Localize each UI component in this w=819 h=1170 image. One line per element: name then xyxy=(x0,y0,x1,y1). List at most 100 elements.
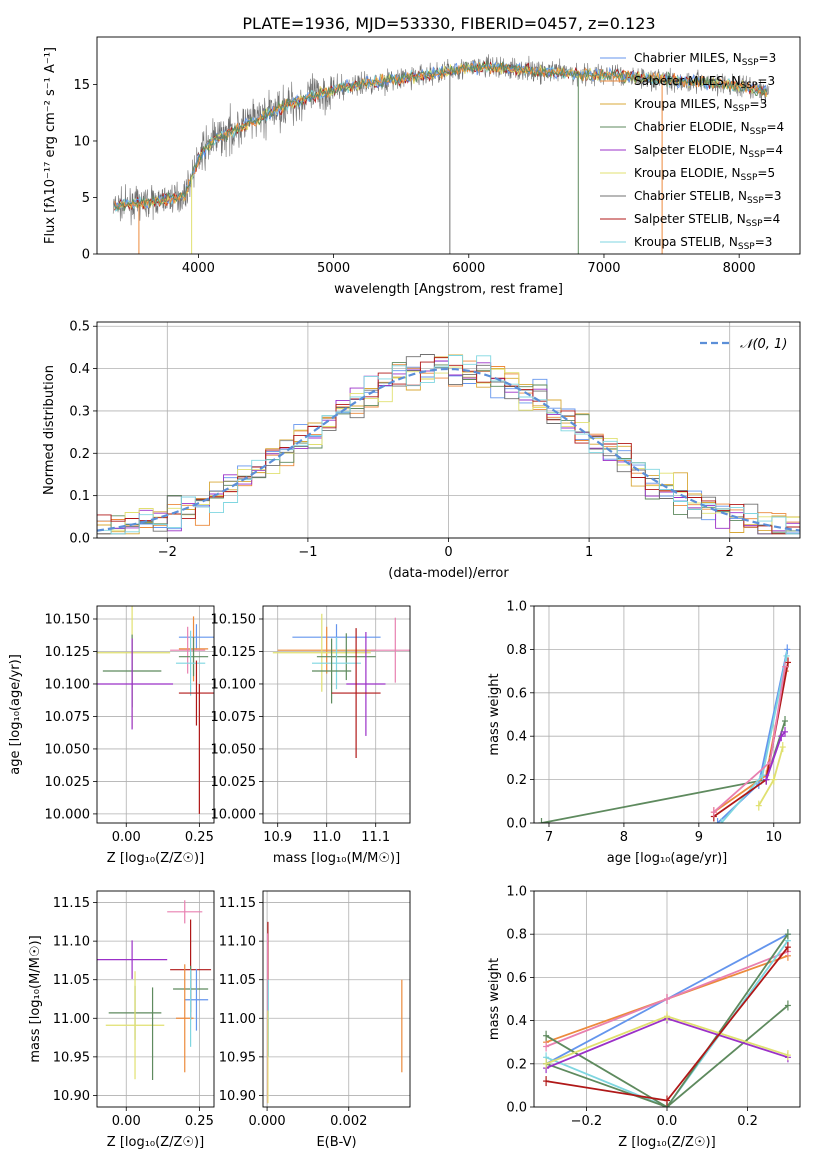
legend-subscript: SSP xyxy=(738,242,755,252)
legend-tail: =3 xyxy=(755,235,773,249)
plot-area xyxy=(97,900,212,1080)
axes-frame xyxy=(533,605,801,824)
panel-weights_vs_Z: −0.2 0.0 0.2 0.0 0.2 0.4 0.6 0.8 1.0 Z [log₁₀(Z/Z… xyxy=(487,885,801,1150)
y-tick-label: 0.4 xyxy=(506,730,527,745)
legend-entry: Chabrier STELIB, NSSP=3 xyxy=(634,189,782,206)
x-tick-label: 0.2 xyxy=(737,1114,758,1129)
weight-line xyxy=(545,933,789,1107)
x-tick-label: −0.2 xyxy=(571,1114,603,1129)
plot-area xyxy=(97,606,214,814)
y-tick-label: 10.100 xyxy=(45,677,91,692)
y-axis-label: mass weight xyxy=(487,673,502,755)
y-tick-label: 10.000 xyxy=(211,807,257,822)
legend-tail: =3 xyxy=(750,97,768,111)
x-tick-label: 0.25 xyxy=(185,830,214,845)
axes-frame xyxy=(96,605,215,824)
x-tick-label: 0.00 xyxy=(112,830,141,845)
y-tick-label: 10.90 xyxy=(219,1089,256,1104)
panel-spectrum: 4000 5000 6000 7000 8000 0 5 10 15 wavelength [An… xyxy=(43,36,801,297)
legend-tail: =4 xyxy=(763,212,781,226)
axes-frame xyxy=(262,605,411,824)
plot-area xyxy=(112,54,770,254)
plot-area xyxy=(266,921,403,1104)
y-tick-label: 0.5 xyxy=(69,320,90,335)
normal-curve xyxy=(97,367,800,532)
axes-frame xyxy=(533,890,801,1108)
legend-subscript: SSP xyxy=(750,127,767,137)
y-tick-label: 11.05 xyxy=(219,973,256,988)
y-tick-label: 11.15 xyxy=(219,896,256,911)
legend-entry: Salpeter ELODIE, NSSP=4 xyxy=(634,143,783,160)
legend-tail: =3 xyxy=(757,74,775,88)
x-tick-label: −2 xyxy=(158,545,177,560)
x-tick-label: 11.1 xyxy=(361,830,390,845)
y-tick-label: 11.00 xyxy=(219,1012,256,1027)
x-axis-label: (data-model)/error xyxy=(388,566,509,581)
x-tick-label: 5000 xyxy=(317,261,350,276)
y-tick-label: 0.8 xyxy=(506,643,527,658)
x-axis-label: Z [log₁₀(Z/Z☉)] xyxy=(107,1135,204,1150)
y-axis-label: mass [log₁₀(M/M☉)] xyxy=(28,935,43,1062)
x-tick-label: 0.0 xyxy=(657,1114,678,1129)
y-tick-label: 0.6 xyxy=(506,686,527,701)
y-tick-label: 10.125 xyxy=(211,645,257,660)
x-tick-label: 10 xyxy=(766,830,783,845)
x-tick-label: 0 xyxy=(444,545,452,560)
y-tick-label: 0.1 xyxy=(69,489,90,504)
y-tick-label: 10.075 xyxy=(211,710,257,725)
weight-line xyxy=(545,940,789,1107)
axes-frame xyxy=(96,321,801,539)
y-tick-label: 0.3 xyxy=(69,404,90,419)
plot-area xyxy=(272,613,410,759)
panel-weights_vs_age: 7 8 9 10 0.0 0.2 0.4 0.6 0.8 1.0 age [log₁₀(age/yr… xyxy=(487,600,801,866)
x-axis-label: Z [log₁₀(Z/Z☉)] xyxy=(107,851,204,866)
x-axis-label: E(B-V) xyxy=(316,1135,356,1150)
y-tick-label: 0.2 xyxy=(506,1057,527,1072)
legend-subscript: SSP xyxy=(746,219,763,229)
y-tick-label: 11.10 xyxy=(219,935,256,950)
y-tick-label: 0.4 xyxy=(506,1014,527,1029)
x-tick-label: 7 xyxy=(545,830,553,845)
plot-area xyxy=(97,354,800,535)
legend-subscript: SSP xyxy=(741,81,758,91)
y-tick-label: 10.025 xyxy=(211,775,257,790)
legend-subscript: SSP xyxy=(742,58,759,68)
panel-age_vs_mass: 10.9 11.0 11.1 10.000 10.025 10.050 10.075 10.1… xyxy=(211,605,411,866)
y-tick-label: 10.100 xyxy=(211,677,257,692)
axes-frame xyxy=(262,890,411,1108)
x-tick-label: 6000 xyxy=(452,261,485,276)
axes-frame xyxy=(96,890,215,1108)
y-tick-label: 0.2 xyxy=(506,773,527,788)
legend-entry: 𝒩(0, 1) xyxy=(740,337,787,352)
legend-entry: Chabrier ELODIE, NSSP=4 xyxy=(634,120,784,137)
y-tick-label: 0.0 xyxy=(506,1101,527,1116)
y-tick-label: 10.025 xyxy=(45,775,91,790)
legend-tail: =5 xyxy=(757,166,775,180)
x-tick-label: 0.00 xyxy=(112,1114,141,1129)
y-axis-label: Normed distribution xyxy=(42,365,57,495)
x-tick-label: −1 xyxy=(298,545,317,560)
weight-line xyxy=(713,662,789,818)
plot-area xyxy=(543,929,791,1107)
x-tick-label: 11.0 xyxy=(312,830,341,845)
panel-mass_vs_Z: 0.00 0.25 10.90 10.95 11.00 11.05 11.10 11.15 Z … xyxy=(28,890,215,1150)
legend-entry: Salpeter STELIB, NSSP=4 xyxy=(634,212,780,229)
y-tick-label: 10.95 xyxy=(219,1050,256,1065)
y-tick-label: 10 xyxy=(73,134,90,149)
y-tick-label: 10.95 xyxy=(53,1050,90,1065)
x-axis-label: Z [log₁₀(Z/Z☉)] xyxy=(618,1135,715,1150)
residual-histogram xyxy=(97,355,800,535)
legend: Chabrier MILES, NSSP=3 Salpeter MILES, NS… xyxy=(600,51,784,252)
legend-tail: =4 xyxy=(766,120,784,134)
x-axis-label: mass [log₁₀(M/M☉)] xyxy=(273,851,400,866)
weight-line xyxy=(545,1004,789,1107)
x-tick-label: 8000 xyxy=(723,261,756,276)
x-tick-label: 8 xyxy=(620,830,628,845)
spectrum-model-line xyxy=(114,59,768,211)
x-tick-label: 0.25 xyxy=(185,1114,214,1129)
y-tick-label: 10.075 xyxy=(45,710,91,725)
x-tick-label: 1 xyxy=(585,545,593,560)
panel-mass_vs_ebv: 0.000 0.002 10.90 10.95 11.00 11.05 11.10 11.15… xyxy=(219,890,411,1150)
x-tick-label: 4000 xyxy=(182,261,215,276)
